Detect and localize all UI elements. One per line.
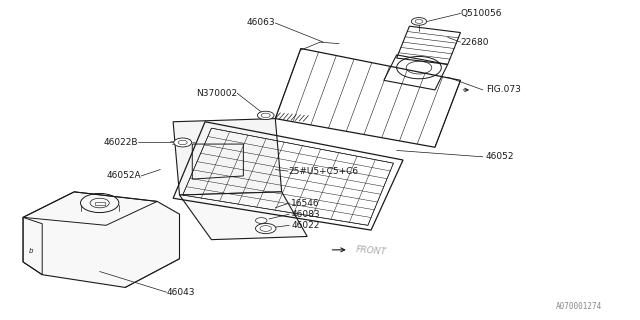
Polygon shape xyxy=(23,192,179,287)
Polygon shape xyxy=(179,192,307,240)
Text: 46052: 46052 xyxy=(486,152,515,161)
Text: FIG.073: FIG.073 xyxy=(486,85,521,94)
Text: N370002: N370002 xyxy=(196,89,237,98)
Text: Q510056: Q510056 xyxy=(461,9,502,18)
Text: 22680: 22680 xyxy=(461,38,489,47)
Text: b: b xyxy=(29,248,33,254)
Circle shape xyxy=(255,218,267,223)
Text: FRONT: FRONT xyxy=(355,245,387,257)
Text: 46043: 46043 xyxy=(167,288,195,297)
Text: 46063: 46063 xyxy=(246,19,275,28)
Circle shape xyxy=(255,223,276,234)
Circle shape xyxy=(257,111,274,120)
Polygon shape xyxy=(173,119,282,195)
Circle shape xyxy=(173,138,191,147)
Text: 46022: 46022 xyxy=(291,221,319,230)
Text: 25#U5+C5+C6: 25#U5+C5+C6 xyxy=(288,167,358,176)
Text: A070001274: A070001274 xyxy=(556,302,602,311)
Text: 16546: 16546 xyxy=(291,198,320,207)
Text: 46022B: 46022B xyxy=(104,138,138,147)
Text: 46083: 46083 xyxy=(291,210,320,219)
Text: 46052A: 46052A xyxy=(107,172,141,180)
